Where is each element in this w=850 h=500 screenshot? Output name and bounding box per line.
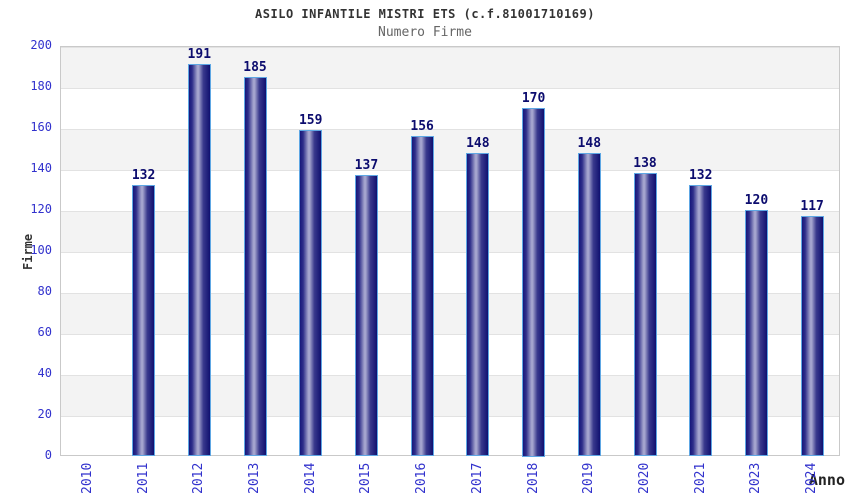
- bar-2018: [522, 107, 545, 457]
- x-tick-label: 2023: [748, 462, 764, 494]
- y-tick-label: 0: [44, 448, 52, 462]
- bar-2011: [132, 185, 155, 457]
- bar-2024: [801, 216, 824, 457]
- y-tick-label: 180: [30, 79, 52, 93]
- x-tick-label: 2014: [302, 462, 318, 494]
- x-tick-label: 2021: [692, 462, 708, 494]
- chart-title: ASILO INFANTILE MISTRI ETS (c.f.81001710…: [255, 7, 595, 21]
- bar-value-label: 159: [298, 113, 323, 129]
- bar-value-label: 132: [131, 168, 156, 184]
- y-tick-label: 200: [30, 38, 52, 52]
- x-tick-label: 2020: [637, 462, 652, 494]
- x-tick-label: 2019: [581, 462, 597, 494]
- bar-2017: [466, 152, 489, 456]
- x-tick-label: 2018: [525, 462, 541, 494]
- bar-2019: [578, 152, 601, 456]
- x-tick-label: 2012: [191, 462, 207, 494]
- x-axis-label: Anno: [808, 471, 845, 489]
- bar-2021: [689, 185, 712, 457]
- bar-value-label: 191: [187, 47, 212, 63]
- y-tick-label: 160: [30, 120, 52, 134]
- bar-2012: [188, 64, 211, 457]
- bar-value-label: 138: [633, 156, 657, 172]
- bar-value-label: 120: [744, 193, 769, 208]
- bar-2020: [634, 173, 657, 457]
- bar-2016: [411, 136, 434, 457]
- y-tick-label: 120: [30, 202, 52, 216]
- x-tick-label: 2016: [414, 462, 430, 494]
- chart-subtitle: Numero Firme: [378, 25, 472, 40]
- bar-2023: [745, 210, 768, 456]
- bar-value-label: 137: [354, 158, 379, 174]
- y-tick-label: 100: [30, 243, 52, 257]
- y-tick-label: 60: [37, 325, 52, 339]
- bar-2014: [299, 130, 322, 457]
- bar-2015: [355, 175, 378, 457]
- bar-value-label: 117: [800, 199, 824, 215]
- x-tick-label: 2024: [804, 462, 820, 494]
- plot-area: [60, 46, 840, 456]
- x-tick-label: 2010: [79, 462, 95, 494]
- bar-value-label: 132: [688, 168, 713, 184]
- bar-2013: [244, 76, 267, 456]
- x-tick-label: 2015: [358, 462, 374, 494]
- x-tick-label: 2013: [247, 462, 262, 494]
- x-tick-label: 2017: [469, 462, 485, 494]
- bar-value-label: 156: [410, 119, 434, 135]
- bar-value-label: 148: [466, 135, 490, 151]
- y-tick-label: 80: [37, 284, 52, 298]
- y-tick-label: 20: [37, 407, 52, 421]
- x-tick-label: 2011: [135, 462, 151, 494]
- y-tick-label: 40: [37, 366, 52, 380]
- bar-value-label: 170: [521, 90, 546, 106]
- bar-value-label: 185: [243, 59, 267, 75]
- bar-value-label: 148: [577, 135, 602, 151]
- y-tick-label: 140: [30, 161, 52, 175]
